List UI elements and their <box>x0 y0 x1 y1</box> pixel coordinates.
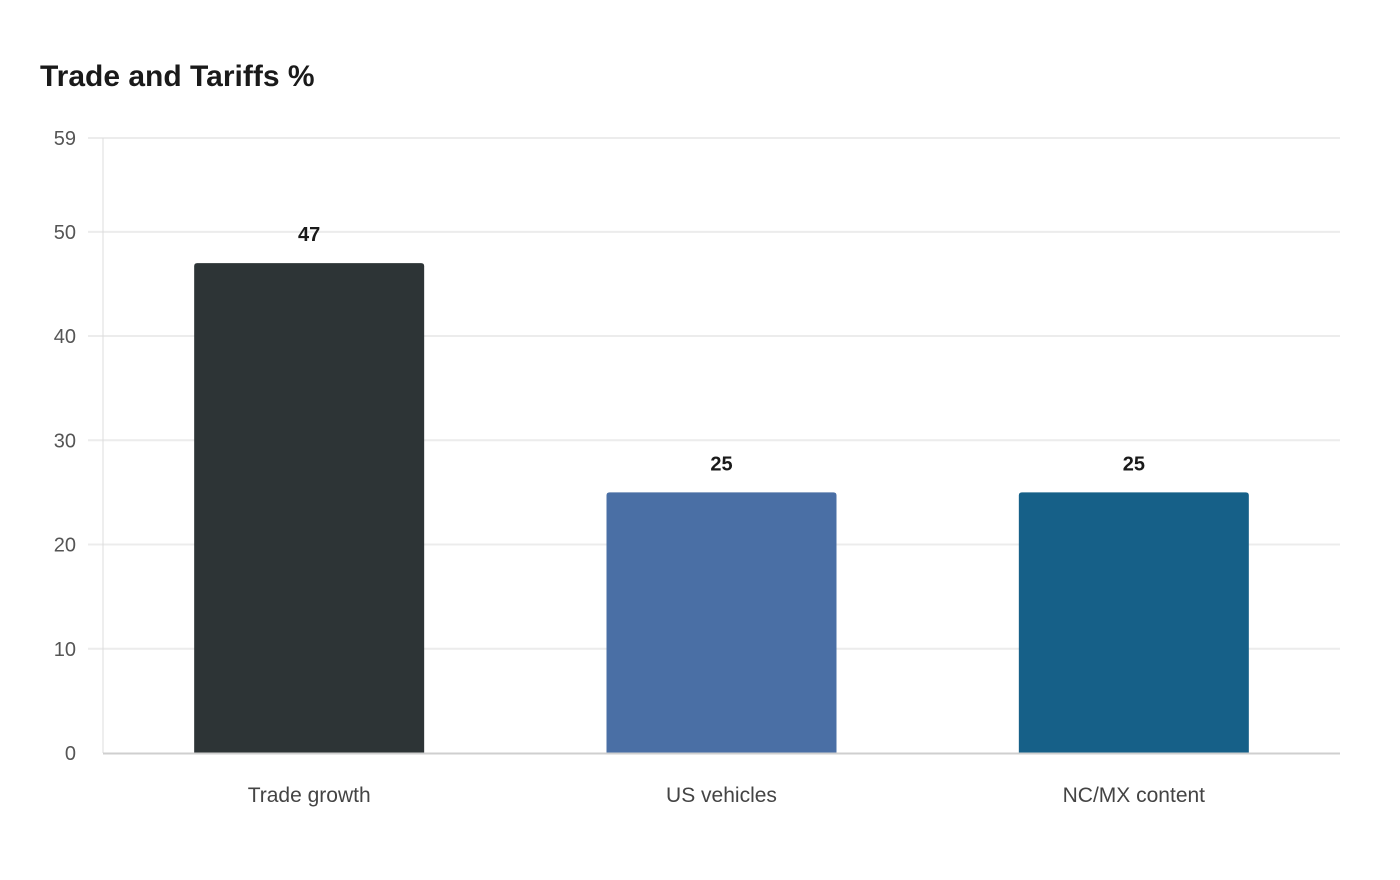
x-tick-label: Trade growth <box>248 784 371 807</box>
chart-title: Trade and Tariffs % <box>40 60 315 93</box>
data-label: 25 <box>710 453 732 475</box>
y-tick-label: 59 <box>54 128 76 150</box>
y-tick-label: 10 <box>54 639 76 661</box>
bar-trade-growth <box>194 263 425 753</box>
data-label: 47 <box>298 224 320 246</box>
x-tick-label: US vehicles <box>666 784 777 807</box>
x-tick-label: NC/MX content <box>1063 784 1206 807</box>
bar-nc-mx-content <box>1018 492 1249 753</box>
y-tick-label: 0 <box>65 743 76 765</box>
y-tick-label: 20 <box>54 535 76 557</box>
bar-us-vehicles <box>606 492 837 753</box>
y-tick-label: 30 <box>54 430 76 452</box>
y-tick-label: 50 <box>54 222 76 244</box>
y-tick-label: 40 <box>54 326 76 348</box>
data-label: 25 <box>1123 453 1145 475</box>
